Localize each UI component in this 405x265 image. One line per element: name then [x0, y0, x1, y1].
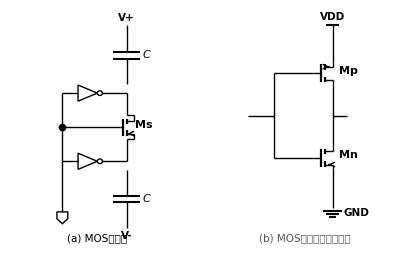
Text: Mn: Mn — [338, 150, 357, 160]
Text: (a) MOS开关管: (a) MOS开关管 — [67, 233, 127, 243]
Text: V-: V- — [121, 231, 132, 241]
Text: C: C — [142, 50, 149, 60]
Text: (b) MOS开关管中的反相器: (b) MOS开关管中的反相器 — [258, 233, 350, 243]
Text: V+: V+ — [118, 13, 135, 23]
Text: GND: GND — [343, 208, 369, 218]
Text: VDD: VDD — [319, 12, 344, 22]
Text: C: C — [142, 194, 149, 204]
Text: Mp: Mp — [338, 66, 357, 76]
Text: Ms: Ms — [134, 120, 152, 130]
